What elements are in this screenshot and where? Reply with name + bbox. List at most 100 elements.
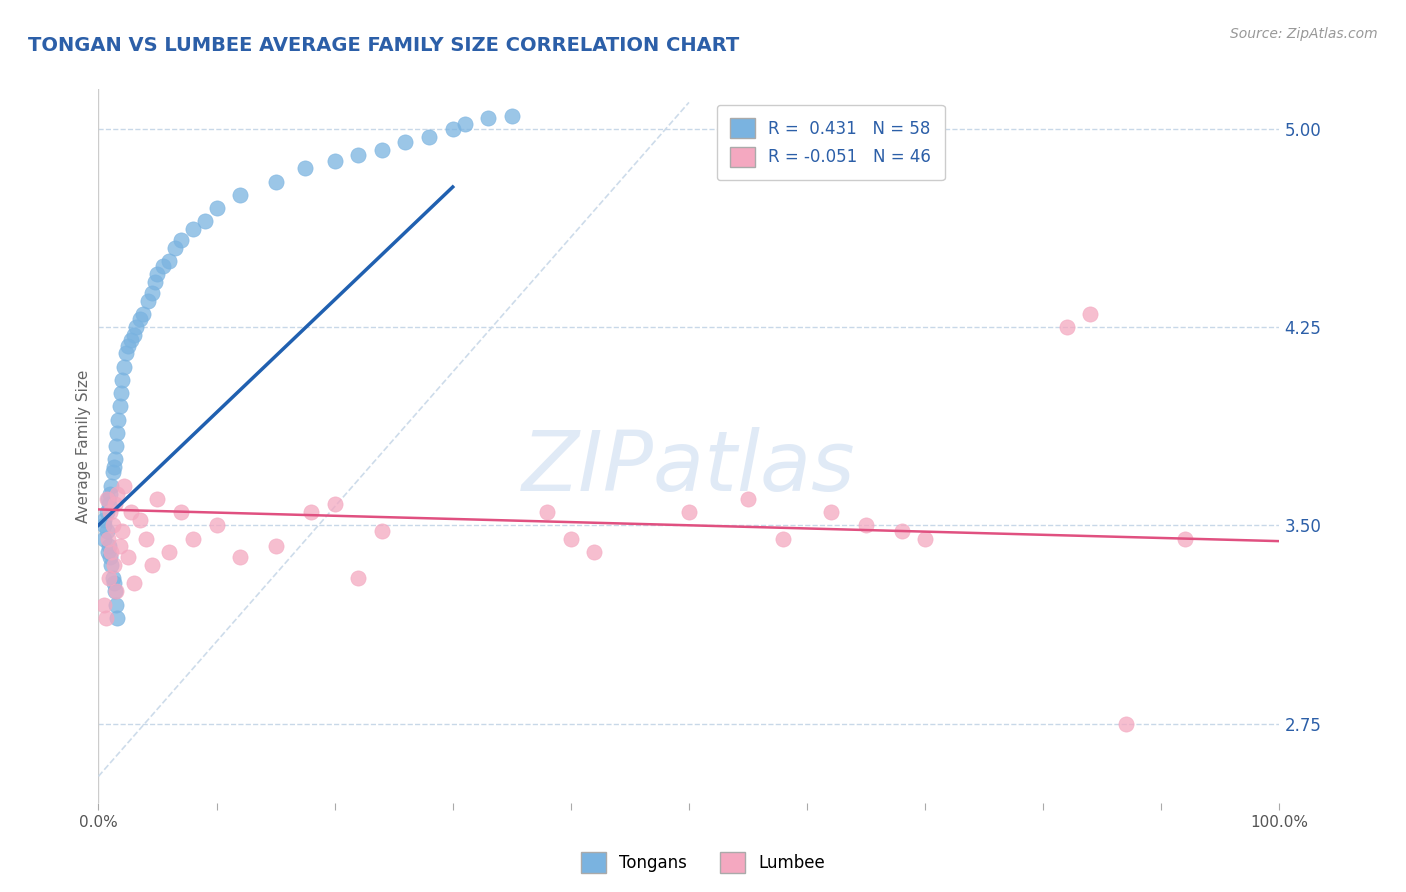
Point (855, 518, 877, 533)
Point (103, 460, 125, 475)
Point (93, 532, 115, 546)
Point (501, 109, 523, 123)
Point (264, 540, 287, 554)
Y-axis label: Average Family Size: Average Family Size (76, 369, 91, 523)
Point (181, 222, 204, 236)
Point (1115, 716, 1137, 731)
Point (229, 549, 252, 564)
Legend: Tongans, Lumbee: Tongans, Lumbee (574, 846, 832, 880)
Point (205, 201, 228, 215)
Point (141, 558, 163, 572)
Point (93, 598, 115, 612)
Point (299, 505, 322, 519)
Point (294, 161, 316, 176)
Point (105, 439, 128, 453)
Point (323, 153, 346, 168)
Point (105, 486, 128, 500)
Point (98, 571, 121, 585)
Point (1056, 320, 1078, 334)
Point (100, 545, 122, 559)
Point (112, 359, 135, 374)
Point (772, 532, 794, 546)
Point (104, 452, 127, 467)
Point (110, 386, 132, 401)
Point (264, 175, 287, 189)
Point (111, 524, 134, 538)
Point (98, 486, 121, 500)
Point (229, 188, 252, 202)
Point (170, 505, 193, 519)
Point (98, 549, 121, 564)
Point (97, 491, 120, 506)
Point (103, 576, 125, 591)
Point (96, 491, 118, 506)
Point (170, 233, 193, 247)
Point (104, 497, 127, 511)
Point (98, 497, 121, 511)
Point (371, 524, 394, 538)
Point (101, 518, 124, 533)
Point (418, 129, 440, 144)
Point (103, 558, 125, 572)
Point (347, 571, 370, 585)
Point (205, 518, 228, 533)
Point (1174, 532, 1197, 546)
Point (453, 117, 475, 131)
Point (105, 611, 128, 625)
Point (136, 293, 159, 308)
Point (94, 611, 117, 625)
Point (111, 373, 134, 387)
Point (347, 148, 370, 162)
Point (105, 598, 128, 612)
Point (146, 491, 169, 506)
Point (105, 425, 128, 440)
Point (107, 412, 129, 426)
Point (394, 135, 416, 149)
Point (100, 558, 122, 572)
Point (122, 328, 145, 343)
Text: TONGAN VS LUMBEE AVERAGE FAMILY SIZE CORRELATION CHART: TONGAN VS LUMBEE AVERAGE FAMILY SIZE COR… (28, 36, 740, 54)
Point (181, 532, 204, 546)
Point (122, 576, 145, 591)
Point (152, 260, 174, 274)
Point (98, 540, 121, 554)
Point (96, 524, 118, 538)
Legend: R =  0.431   N = 58, R = -0.051   N = 46: R = 0.431 N = 58, R = -0.051 N = 46 (717, 104, 945, 180)
Point (560, 532, 582, 546)
Point (890, 524, 912, 538)
Point (108, 400, 131, 414)
Point (105, 584, 128, 599)
Point (141, 285, 163, 300)
Point (96, 505, 118, 519)
Point (128, 312, 150, 326)
Point (117, 338, 139, 352)
Point (143, 275, 166, 289)
Text: Source: ZipAtlas.com: Source: ZipAtlas.com (1230, 27, 1378, 41)
Point (146, 267, 169, 281)
Point (583, 545, 606, 559)
Point (101, 571, 124, 585)
Point (117, 549, 139, 564)
Point (98, 505, 121, 519)
Point (194, 214, 217, 228)
Point (121, 505, 143, 519)
Point (93, 518, 115, 533)
Point (157, 254, 180, 268)
Point (371, 143, 394, 157)
Point (114, 346, 136, 360)
Point (678, 505, 700, 519)
Point (536, 505, 558, 519)
Point (100, 478, 122, 492)
Point (97, 545, 120, 559)
Point (121, 333, 143, 347)
Point (323, 497, 346, 511)
Point (125, 320, 148, 334)
Point (477, 112, 499, 126)
Point (97, 532, 120, 546)
Point (441, 121, 464, 136)
Point (820, 505, 842, 519)
Point (737, 491, 759, 506)
Point (108, 540, 131, 554)
Point (93, 513, 115, 527)
Point (104, 584, 127, 599)
